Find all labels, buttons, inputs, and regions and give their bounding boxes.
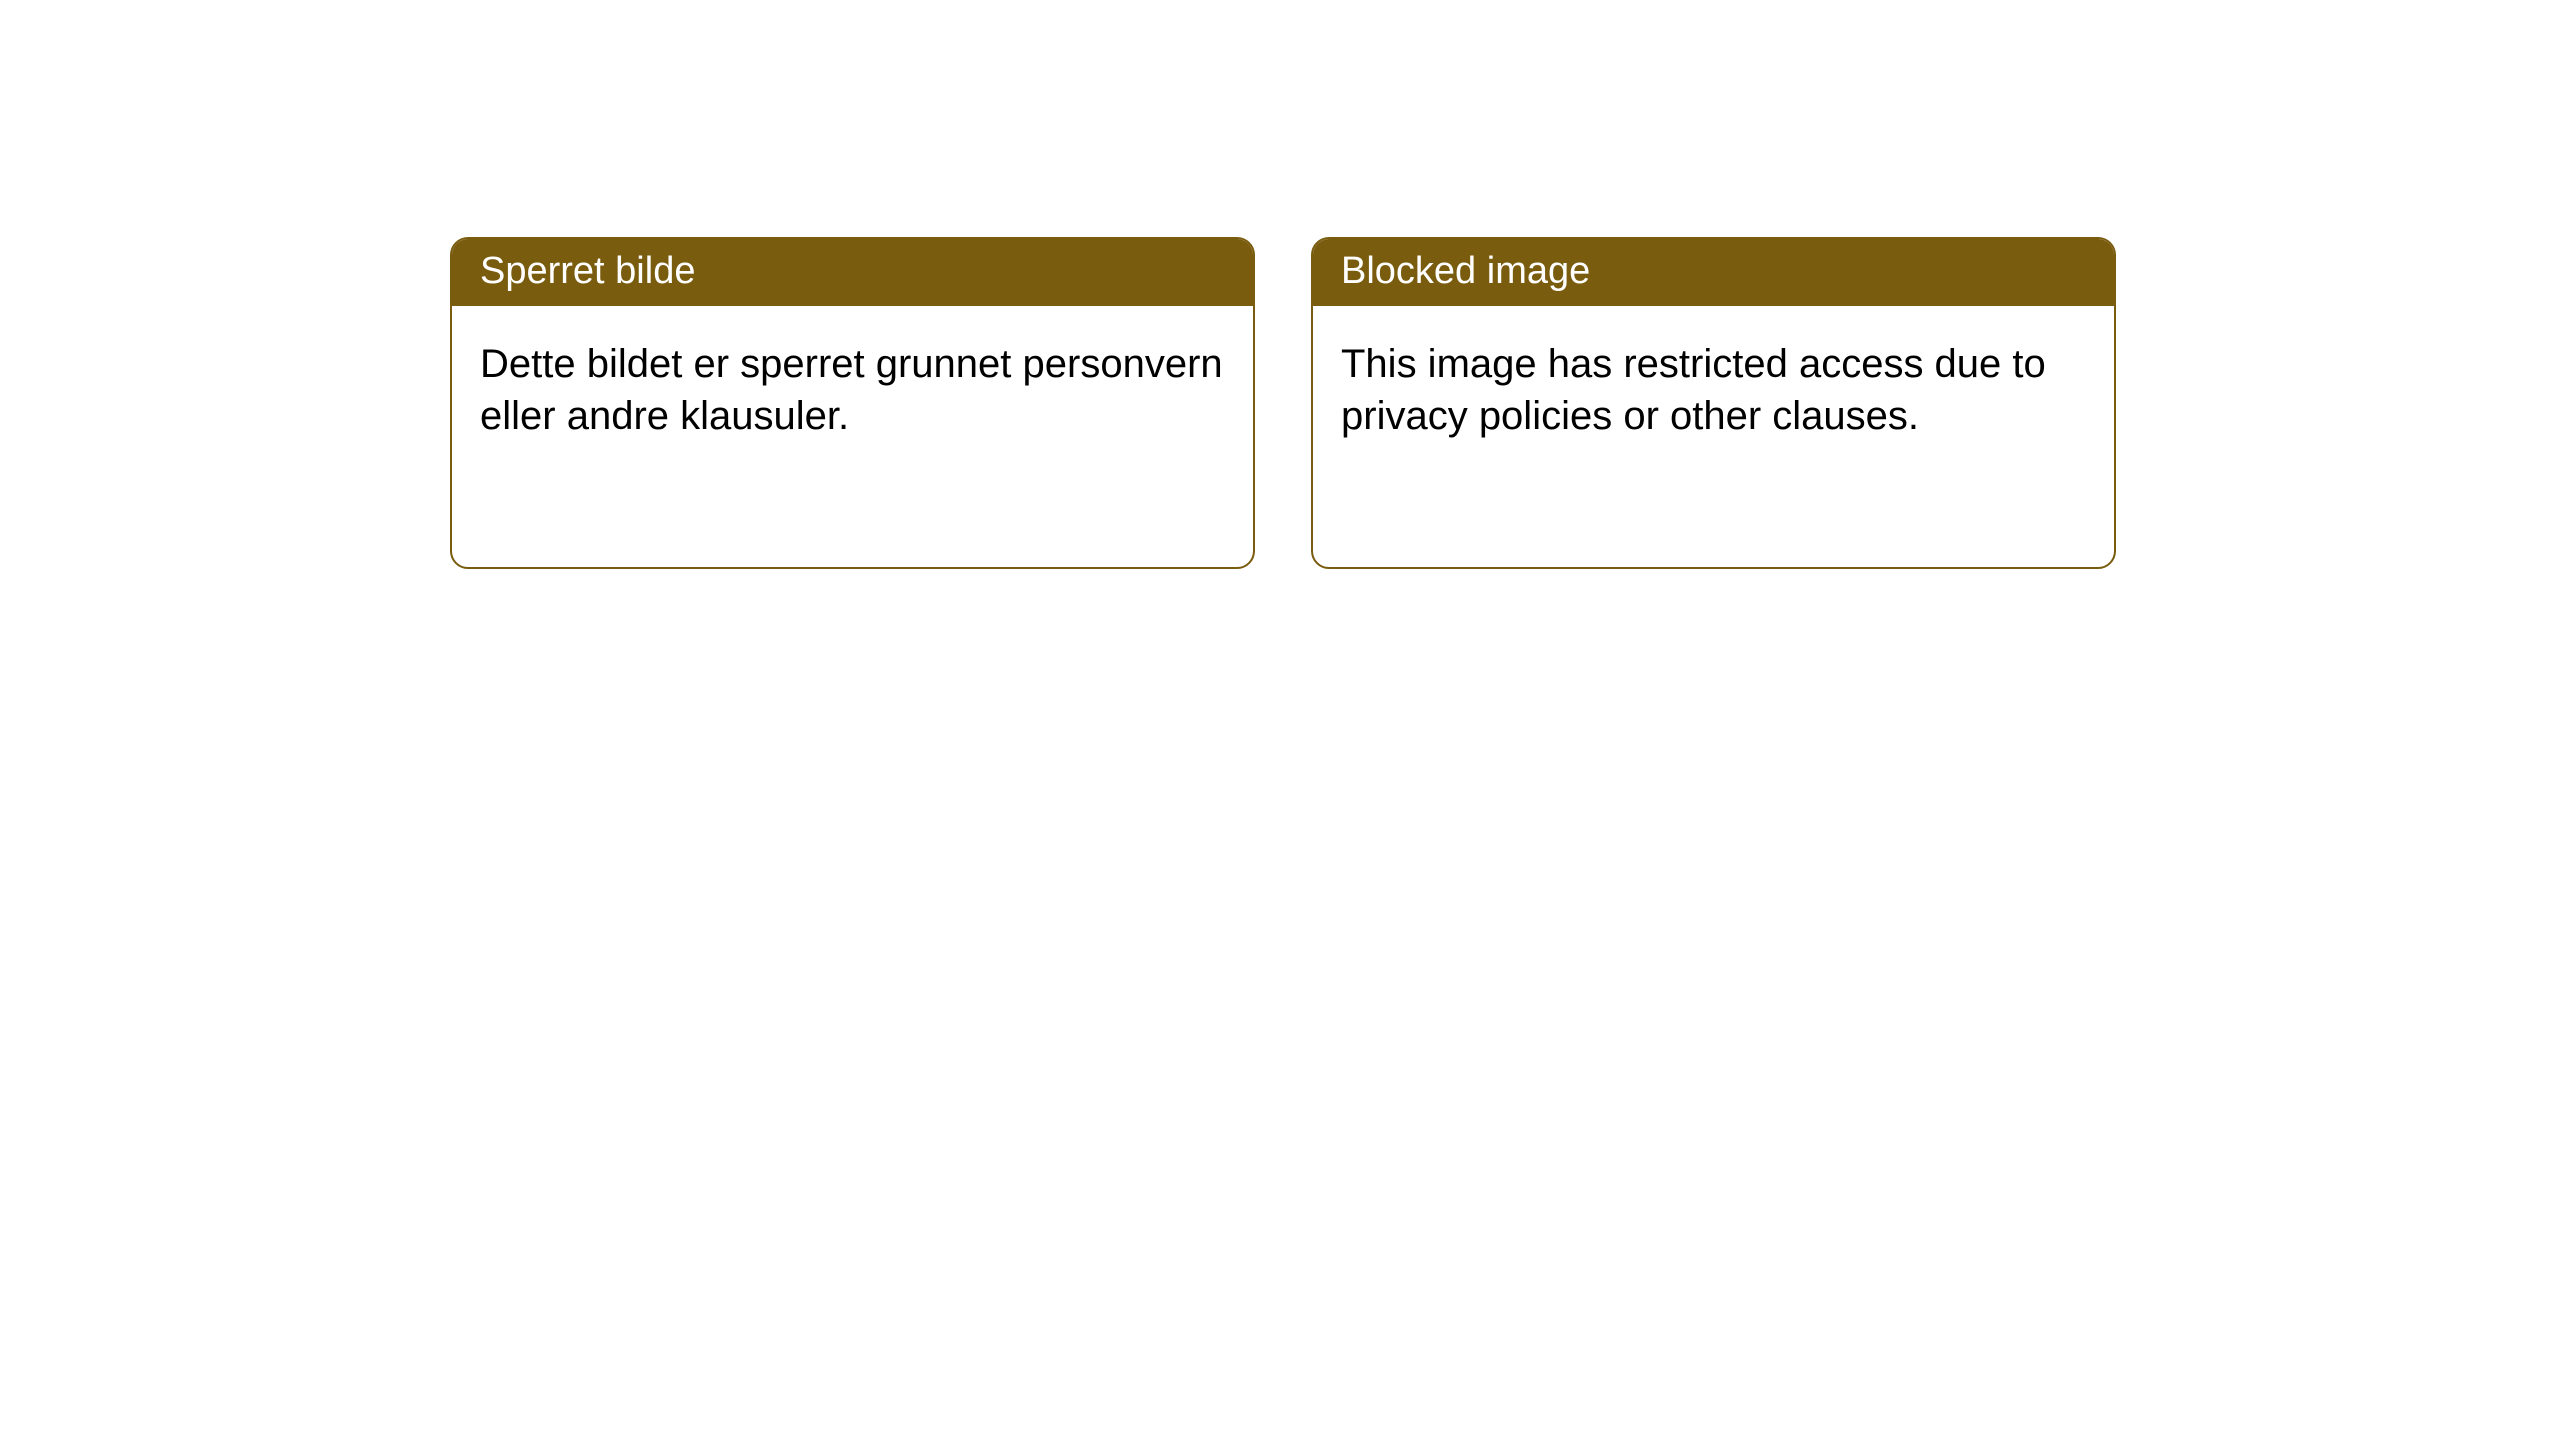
card-body-text: Dette bildet er sperret grunnet personve… xyxy=(480,342,1223,438)
blocked-image-card-english: Blocked image This image has restricted … xyxy=(1311,237,2116,569)
card-header: Blocked image xyxy=(1313,239,2114,306)
card-title: Sperret bilde xyxy=(480,250,695,292)
cards-container: Sperret bilde Dette bildet er sperret gr… xyxy=(0,0,2560,569)
card-body: Dette bildet er sperret grunnet personve… xyxy=(452,306,1253,474)
card-body: This image has restricted access due to … xyxy=(1313,306,2114,474)
card-title: Blocked image xyxy=(1341,250,1590,292)
blocked-image-card-norwegian: Sperret bilde Dette bildet er sperret gr… xyxy=(450,237,1255,569)
card-header: Sperret bilde xyxy=(452,239,1253,306)
card-body-text: This image has restricted access due to … xyxy=(1341,342,2046,438)
